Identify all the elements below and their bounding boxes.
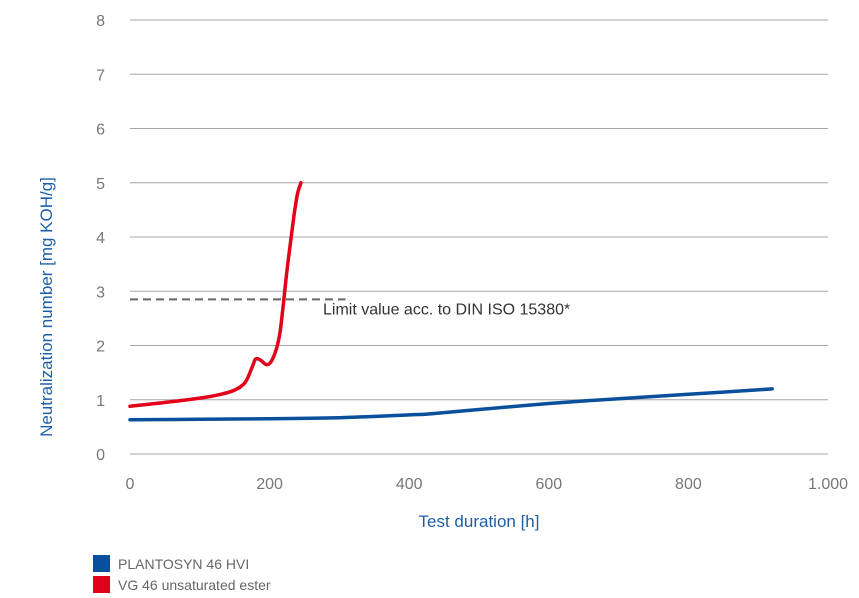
series-lines [128,181,774,422]
limit-line-label: Limit value acc. to DIN ISO 15380* [323,301,570,318]
x-tick-label-200: 200 [256,476,283,493]
series-line-1 [128,181,303,409]
y-tick-label-4: 4 [96,230,105,247]
legend: PLANTOSYN 46 HVI VG 46 unsaturated ester [93,553,271,595]
limit-line-group: Limit value acc. to DIN ISO 15380* [130,298,570,318]
series-line-0 [128,387,774,422]
y-tick-label-2: 2 [96,339,105,356]
legend-swatch-plantosyn [93,555,110,572]
y-tick-label-3: 3 [96,284,105,301]
y-tick-label-5: 5 [96,176,105,193]
x-axis-title: Test duration [h] [419,512,540,531]
x-tick-label-800: 800 [675,476,702,493]
legend-item-plantosyn: PLANTOSYN 46 HVI [93,553,271,574]
x-tick-label-600: 600 [535,476,562,493]
y-tick-labels: 0 1 2 3 4 5 6 7 8 [96,13,105,464]
legend-item-vg46: VG 46 unsaturated ester [93,574,271,595]
x-tick-labels: 0 200 400 600 800 1.000 [126,476,849,493]
legend-swatch-vg46 [93,576,110,593]
x-tick-label-1000: 1.000 [808,476,848,493]
x-tick-label-0: 0 [126,476,135,493]
y-tick-label-6: 6 [96,122,105,139]
x-tick-label-400: 400 [396,476,423,493]
y-tick-label-7: 7 [96,67,105,84]
grid-lines [130,19,828,455]
y-axis-title: Neutralization number [mg KOH/g] [37,177,56,437]
y-tick-label-0: 0 [96,447,105,464]
y-tick-label-8: 8 [96,13,105,30]
y-tick-label-1: 1 [96,393,105,410]
legend-label-plantosyn: PLANTOSYN 46 HVI [118,555,250,572]
legend-label-vg46: VG 46 unsaturated ester [118,576,271,593]
